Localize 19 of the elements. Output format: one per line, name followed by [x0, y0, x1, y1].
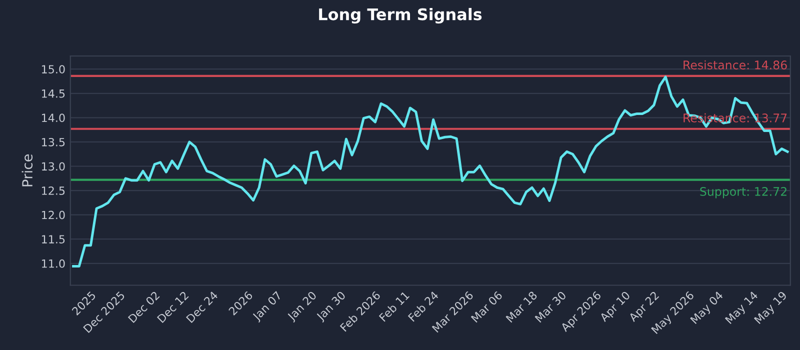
y-tick-label: 14.0	[42, 114, 65, 122]
x-tick-label: Jan 07	[252, 290, 284, 323]
y-tick-label: 14.5	[42, 90, 65, 98]
y-tick-label: 11.0	[42, 259, 65, 268]
ref-line-label: Support: 12.72	[700, 187, 786, 198]
x-tick-label: Apr 10	[599, 290, 632, 324]
chart-title: Long Term Signals	[319, 8, 482, 24]
x-tick-label: Jan 30	[316, 290, 348, 323]
y-tick-label: 13.0	[42, 162, 65, 171]
y-tick-label: 12.5	[42, 186, 65, 195]
ref-line-label: Resistance: 14.86	[684, 60, 787, 70]
y-tick-label: 15.0	[42, 65, 65, 74]
line-series	[72, 76, 789, 268]
y-tick-label: 12.0	[42, 210, 65, 220]
y-axis-title: Price	[22, 154, 33, 186]
x-tick-label: Feb 24	[408, 290, 439, 322]
x-tick-label: Jan 20	[286, 290, 318, 323]
y-tick-label: 11.5	[42, 235, 65, 244]
y-tick-label: 13.5	[42, 138, 65, 146]
